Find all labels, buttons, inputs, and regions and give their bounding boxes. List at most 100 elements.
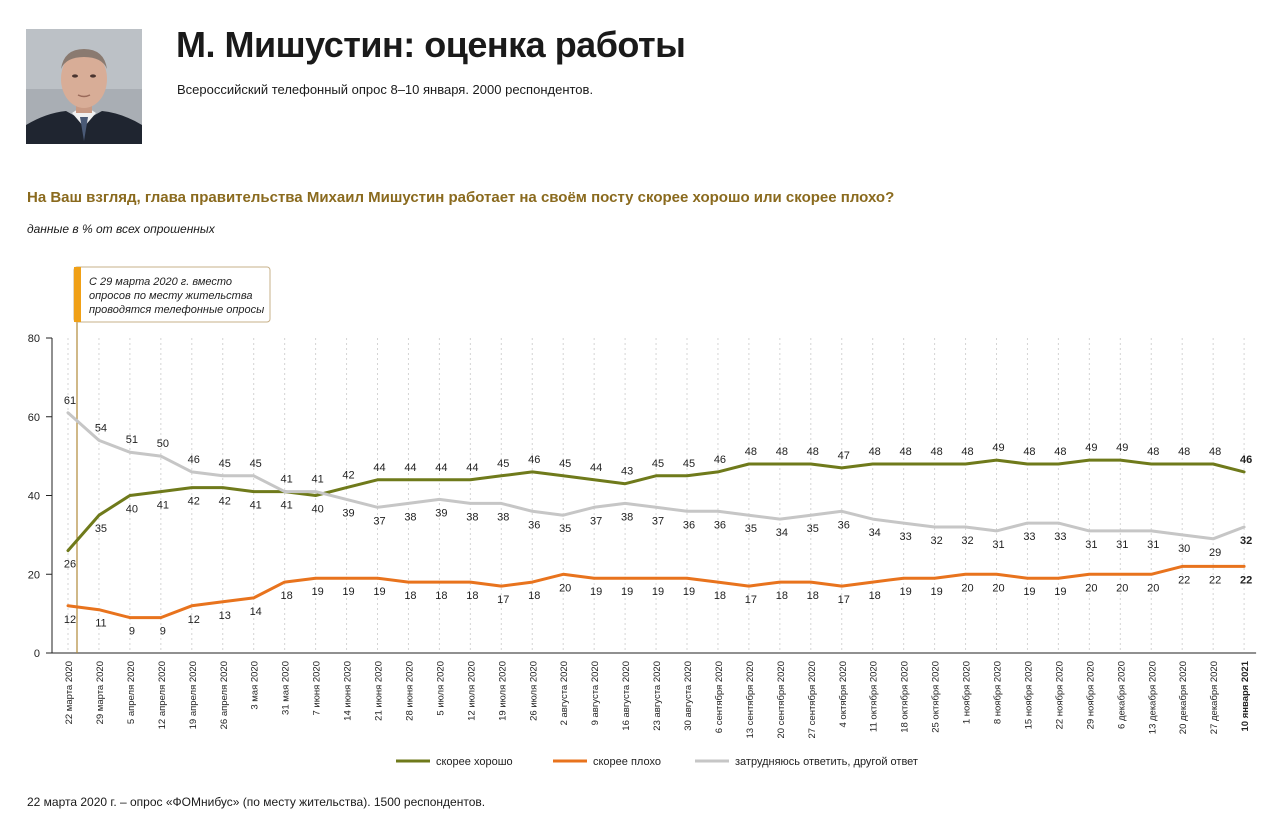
data-label: 46: [528, 454, 540, 466]
data-label: 19: [900, 586, 912, 598]
x-tick-label: 22 марта 2020: [64, 661, 75, 724]
data-label: 36: [838, 519, 850, 531]
data-label: 20: [1147, 582, 1159, 594]
data-label: 44: [466, 462, 478, 474]
data-label: 20: [559, 582, 571, 594]
x-tick-label: 1 ноября 2020: [962, 661, 973, 724]
data-label: 45: [497, 458, 509, 470]
data-label: 61: [64, 395, 76, 407]
data-label: 49: [1116, 442, 1128, 454]
data-label: 22: [1240, 574, 1252, 586]
data-label: 34: [776, 527, 788, 539]
data-label: 32: [930, 535, 942, 547]
x-tick-label: 6 сентября 2020: [714, 661, 725, 733]
page-subtitle: Всероссийский телефонный опрос 8–10 янва…: [177, 82, 594, 97]
data-label: 38: [621, 511, 633, 523]
data-label: 20: [992, 582, 1004, 594]
data-label: 45: [250, 458, 262, 470]
data-label: 33: [1054, 531, 1066, 543]
legend-label: скорее плохо: [593, 756, 661, 768]
data-label: 50: [157, 438, 169, 450]
x-tick-label: 9 августа 2020: [590, 661, 601, 725]
data-label: 54: [95, 422, 107, 434]
x-tick-label: 16 августа 2020: [621, 661, 632, 731]
data-label: 49: [992, 442, 1004, 454]
data-label: 31: [1085, 539, 1097, 551]
legend-label: скорее хорошо: [436, 756, 513, 768]
data-label: 18: [528, 590, 540, 602]
data-label: 51: [126, 434, 138, 446]
data-label: 9: [129, 626, 135, 638]
data-label: 48: [1023, 446, 1035, 458]
data-label: 22: [1178, 574, 1190, 586]
chart-series: [66, 411, 1246, 620]
data-label: 22: [1209, 574, 1221, 586]
x-tick-label: 25 октября 2020: [931, 661, 942, 733]
x-tick-label: 12 апреля 2020: [157, 661, 168, 729]
data-label: 34: [869, 527, 881, 539]
data-label: 46: [1240, 454, 1252, 466]
data-label: 35: [95, 523, 107, 535]
data-label: 35: [559, 523, 571, 535]
annotation-text: опросов по месту жительства: [89, 290, 252, 302]
data-label: 17: [497, 594, 509, 606]
data-label: 17: [745, 594, 757, 606]
series-line-0: [66, 458, 1246, 553]
x-tick-label: 30 августа 2020: [683, 661, 694, 731]
y-tick-label: 40: [28, 491, 40, 503]
data-label: 48: [1178, 446, 1190, 458]
data-label: 48: [807, 446, 819, 458]
data-label: 32: [1240, 535, 1252, 547]
data-label: 48: [776, 446, 788, 458]
data-label: 12: [64, 614, 76, 626]
x-tick-label: 28 июня 2020: [404, 661, 415, 721]
data-label: 19: [311, 586, 323, 598]
data-label: 18: [404, 590, 416, 602]
x-tick-label: 11 октября 2020: [869, 661, 880, 732]
data-label: 39: [435, 507, 447, 519]
data-label: 14: [250, 606, 262, 618]
data-label: 41: [281, 500, 293, 512]
series-line-2: [66, 411, 1246, 541]
data-label: 44: [590, 462, 602, 474]
data-label: 49: [1085, 442, 1097, 454]
data-label: 46: [714, 454, 726, 466]
data-label: 19: [590, 586, 602, 598]
data-label: 48: [1209, 446, 1221, 458]
data-label: 33: [900, 531, 912, 543]
data-label: 45: [559, 458, 571, 470]
annotation-accent-bar: [74, 267, 81, 322]
data-label: 44: [404, 462, 416, 474]
data-label: 18: [466, 590, 478, 602]
x-tick-label: 13 декабря 2020: [1147, 661, 1158, 734]
data-label: 32: [961, 535, 973, 547]
x-tick-label: 31 мая 2020: [281, 661, 292, 715]
x-tick-label: 2 августа 2020: [559, 661, 570, 725]
data-label: 42: [219, 496, 231, 508]
data-label: 41: [311, 474, 323, 486]
x-tick-label: 13 сентября 2020: [745, 661, 756, 739]
x-tick-label: 21 июня 2020: [374, 661, 385, 721]
data-label: 19: [373, 586, 385, 598]
data-label: 18: [435, 590, 447, 602]
data-label: 12: [188, 614, 200, 626]
legend-label: затрудняюсь ответить, другой ответ: [735, 756, 918, 768]
x-tick-label: 15 ноября 2020: [1023, 661, 1034, 729]
x-tick-label: 20 декабря 2020: [1178, 661, 1189, 734]
data-label: 45: [683, 458, 695, 470]
chart-grid: [67, 338, 1245, 653]
x-tick-label: 10 января 2021: [1240, 660, 1251, 731]
x-tick-label: 12 июля 2020: [466, 661, 477, 721]
data-label: 31: [1147, 539, 1159, 551]
data-label: 36: [714, 519, 726, 531]
data-label: 37: [590, 515, 602, 527]
data-label: 30: [1178, 543, 1190, 555]
data-label: 11: [95, 618, 106, 630]
data-label: 33: [1023, 531, 1035, 543]
y-tick-label: 20: [28, 569, 40, 581]
y-tick-label: 0: [34, 648, 40, 660]
data-label: 40: [311, 504, 323, 516]
data-label: 19: [1023, 586, 1035, 598]
x-tick-label: 14 июня 2020: [343, 661, 354, 721]
x-tick-label: 4 октября 2020: [838, 661, 849, 728]
